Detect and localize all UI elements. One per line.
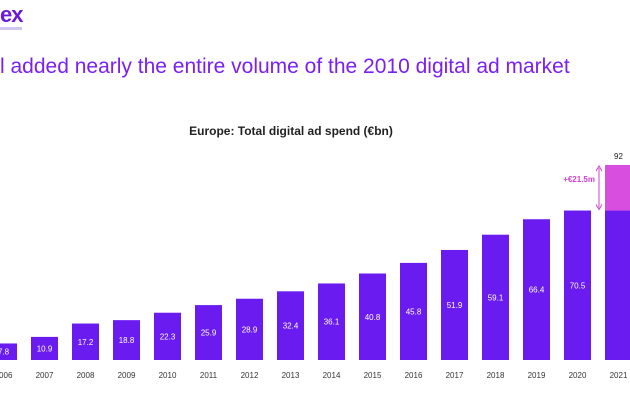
bar-value-label: 36.1 [324, 318, 340, 327]
increment-label: +€21.5m [563, 175, 595, 184]
bar-value-label: 25.9 [201, 329, 217, 338]
bar-2016 [400, 262, 427, 360]
bar-value-label: 17.2 [78, 338, 94, 347]
bars-layer [0, 164, 630, 360]
bar-value-label: 22.3 [160, 332, 176, 341]
bar-2014 [318, 283, 345, 360]
x-tick-label: 2012 [241, 371, 259, 380]
x-tick-label: 2020 [569, 371, 587, 380]
labels-layer: 7.8 10.9 17.2 18.8 22.3 25.9 28.9 32.4 36.1 40.8 4… [0, 281, 586, 356]
bar-value-label: 59.1 [488, 293, 504, 302]
x-tick-label: 2021 [610, 371, 628, 380]
bar-2017 [441, 249, 468, 360]
increment-arrowhead-bottom [595, 204, 603, 211]
brand-logo: ex [0, 2, 24, 27]
x-tick-label: 2008 [77, 371, 95, 380]
x-tick-label: 2010 [159, 371, 177, 380]
x-tick-label: 2017 [446, 371, 464, 380]
x-tick-label: 2016 [405, 371, 423, 380]
x-tick-label: 2009 [118, 371, 136, 380]
bar-2020 [564, 210, 591, 360]
bar-2021 [605, 210, 630, 360]
bar-value-label: 10.9 [37, 344, 53, 353]
bar-2013 [277, 291, 304, 360]
chart-title: Europe: Total digital ad spend (€bn) [189, 124, 393, 138]
slide-headline: l added nearly the entire volume of the … [0, 55, 570, 78]
x-tick-label: 2006 [0, 371, 13, 380]
bar-2009 [113, 320, 140, 360]
bar-value-label: 45.8 [406, 307, 422, 316]
bar-2012 [236, 298, 263, 360]
bar-2007 [31, 336, 58, 360]
bar-value-label: 66.4 [529, 286, 545, 295]
bar-value-label: 7.8 [0, 348, 10, 357]
annotation-layer: +€21.5m 92 [563, 152, 623, 211]
bar-value-label: 40.8 [365, 313, 381, 322]
bar-2006 [0, 343, 17, 360]
x-axis-ticks: 2006 2007 2008 2009 2010 2011 2012 2013 2014 2015… [0, 371, 628, 380]
bar-2015 [359, 273, 386, 360]
x-tick-label: 2013 [282, 371, 300, 380]
bar-increment-2021 [605, 164, 630, 211]
x-tick-label: 2007 [36, 371, 54, 380]
bar-value-label: 18.8 [119, 336, 135, 345]
bar-value-label: 51.9 [447, 301, 463, 310]
bar-2011 [195, 305, 222, 360]
x-tick-label: 2015 [364, 371, 382, 380]
bar-2010 [154, 312, 181, 360]
x-tick-label: 2011 [200, 371, 218, 380]
x-tick-label: 2019 [528, 371, 546, 380]
bar-value-label: 28.9 [242, 325, 258, 334]
x-tick-label: 2018 [487, 371, 505, 380]
bar-value-label: 70.5 [570, 281, 586, 290]
brand-logo-tagline-bar [0, 27, 22, 30]
increment-arrowhead-top [595, 164, 603, 172]
bar-value-label: 32.4 [283, 322, 299, 331]
bar-2019 [523, 219, 550, 360]
total-value-label: 92 [614, 152, 623, 161]
x-tick-label: 2014 [323, 371, 341, 380]
bar-2018 [482, 234, 509, 360]
bar-2008 [72, 323, 99, 360]
